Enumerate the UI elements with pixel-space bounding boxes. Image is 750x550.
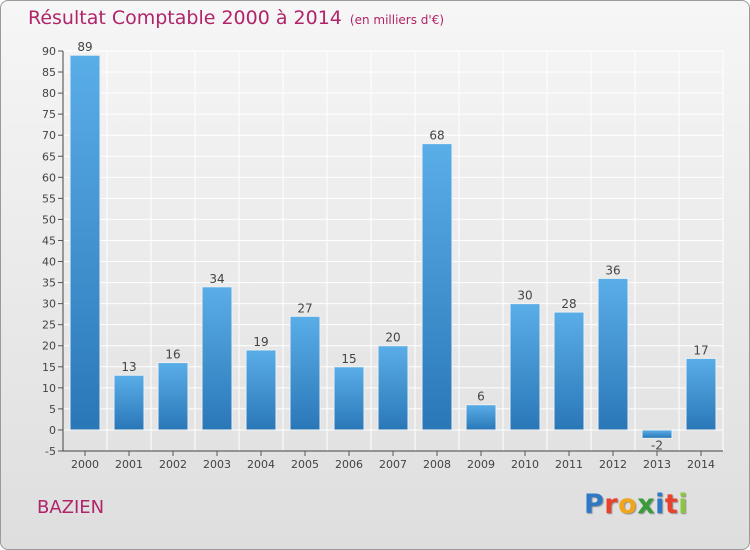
data-label: 15 <box>341 352 356 366</box>
x-tick-label: 2001 <box>115 458 143 471</box>
y-tick-label: 90 <box>42 45 56 58</box>
y-tick-label: 30 <box>42 298 56 311</box>
x-tick-label: 2012 <box>599 458 627 471</box>
x-tick-label: 2007 <box>379 458 407 471</box>
commune-name: BAZIEN <box>37 497 105 518</box>
logo-letter: o <box>618 489 638 520</box>
y-tick-label: 55 <box>42 192 56 205</box>
logo-letter: P <box>584 489 605 520</box>
y-tick-label: 70 <box>42 129 56 142</box>
bar <box>113 374 145 431</box>
x-tick-label: 2008 <box>423 458 451 471</box>
x-tick-label: 2004 <box>247 458 275 471</box>
x-tick-label: 2002 <box>159 458 187 471</box>
bar <box>245 349 277 431</box>
logo-letter: r <box>604 489 619 520</box>
bar <box>69 54 101 431</box>
x-tick-label: 2010 <box>511 458 539 471</box>
y-tick-label: 10 <box>42 382 56 395</box>
y-tick-label: 75 <box>42 108 56 121</box>
bar <box>509 303 541 431</box>
x-axis: 2000 2001 2002 2003 2004 2005 2006 2007 2008 2009… <box>63 450 723 471</box>
bar <box>597 277 629 431</box>
bars <box>69 54 717 439</box>
y-tick-label: 45 <box>42 234 56 247</box>
y-tick-label: -5 <box>45 445 56 458</box>
data-label: 34 <box>209 272 224 286</box>
data-label: 13 <box>121 360 136 374</box>
chart-title: Résultat Comptable 2000 à 2014 (en millie… <box>28 7 444 29</box>
y-tick-label: 40 <box>42 256 56 269</box>
y-tick-label: 50 <box>42 213 56 226</box>
y-tick-label: 65 <box>42 150 56 163</box>
logo-letter: i <box>655 489 665 520</box>
data-label: 6 <box>477 390 485 404</box>
data-labels: 89 13 16 34 19 27 15 20 68 6 30 28 36 -2 17 <box>77 40 708 452</box>
y-tick-label: 85 <box>42 66 56 79</box>
proxiti-logo[interactable]: Proxiti <box>584 489 688 520</box>
y-tick-label: 15 <box>42 361 56 374</box>
y-tick-label: 20 <box>42 340 56 353</box>
logo-letter: i <box>678 489 689 520</box>
x-tick-label: 2009 <box>467 458 495 471</box>
data-label: 16 <box>165 348 180 362</box>
bar <box>685 357 717 431</box>
x-tick-label: 2005 <box>291 458 319 471</box>
logo-letter: x <box>637 489 656 520</box>
y-tick-label: 35 <box>42 277 56 290</box>
y-tick-label: 25 <box>42 319 56 332</box>
x-tick-label: 2011 <box>555 458 583 471</box>
chart-subtitle: (en milliers d'€) <box>349 13 445 27</box>
data-label: 20 <box>385 331 400 345</box>
data-label: 27 <box>297 301 312 315</box>
data-label: 17 <box>693 343 708 357</box>
bar <box>333 366 365 431</box>
data-label: -2 <box>651 438 663 452</box>
data-label: 68 <box>429 129 444 143</box>
x-tick-label: 2003 <box>203 458 231 471</box>
bar <box>201 286 233 431</box>
y-tick-label: 60 <box>42 171 56 184</box>
bar <box>641 429 673 439</box>
x-tick-label: 2013 <box>643 458 671 471</box>
x-tick-label: 2000 <box>71 458 99 471</box>
x-tick-label: 2014 <box>687 458 715 471</box>
data-label: 89 <box>77 40 92 54</box>
bar <box>289 315 321 431</box>
chart-title-text: Résultat Comptable 2000 à 2014 <box>28 7 342 29</box>
y-tick-label: 0 <box>49 424 56 437</box>
logo-letter: t <box>664 489 679 520</box>
y-tick-label: 5 <box>49 403 56 416</box>
data-label: 19 <box>253 335 268 349</box>
y-tick-label: 80 <box>42 87 56 100</box>
y-axis: -5 0 5 10 15 20 25 30 35 40 45 50 55 60 65 70 75 80 85 90 <box>42 45 64 458</box>
data-label: 36 <box>605 263 620 277</box>
data-label: 30 <box>517 289 532 303</box>
data-label: 28 <box>561 297 576 311</box>
bar <box>377 345 409 431</box>
bar <box>465 404 497 431</box>
x-tick-label: 2006 <box>335 458 363 471</box>
bar <box>553 311 585 431</box>
bar <box>157 362 189 431</box>
bar <box>421 143 453 431</box>
